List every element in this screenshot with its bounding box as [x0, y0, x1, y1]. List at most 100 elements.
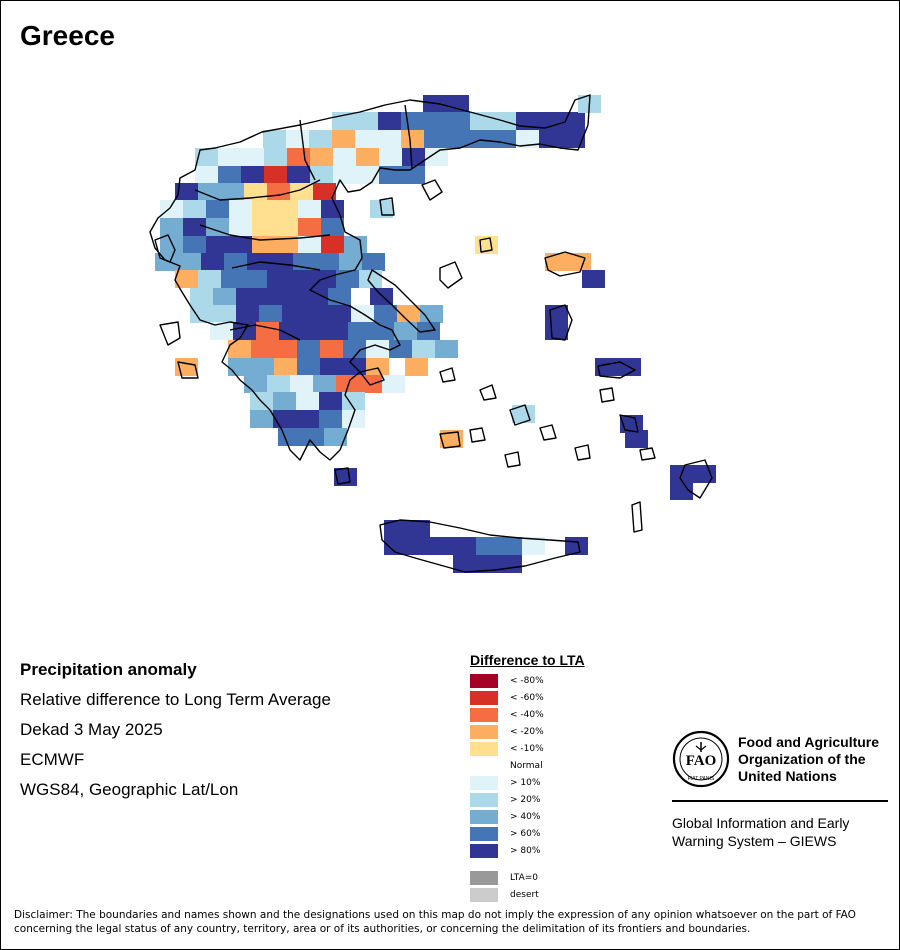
anomaly-cell [440, 430, 463, 448]
anomaly-cell [183, 218, 206, 236]
anomaly-cell [221, 183, 244, 201]
island-outline [574, 444, 591, 461]
anomaly-cell [287, 166, 310, 184]
anomaly-cell [493, 130, 516, 148]
fao-org-line: Food and Agriculture [738, 734, 880, 750]
anomaly-cell [305, 288, 328, 306]
anomaly-cell [522, 537, 545, 555]
legend-label: < -80% [510, 675, 544, 686]
legend-row: < -60% [470, 689, 585, 706]
legend-row: < -40% [470, 706, 585, 723]
anomaly-cell [259, 305, 282, 323]
info-subtitle: Relative difference to Long Term Average [20, 690, 331, 709]
anomaly-cell [545, 322, 568, 340]
anomaly-cell [539, 130, 562, 148]
island-outline [539, 424, 557, 441]
anomaly-cell [206, 236, 229, 254]
anomaly-cell [356, 148, 379, 166]
anomaly-cell [221, 270, 244, 288]
anomaly-cell [332, 130, 355, 148]
anomaly-cell [201, 253, 224, 271]
anomaly-cell [344, 236, 367, 254]
anomaly-cell [407, 537, 430, 555]
anomaly-cell [453, 537, 476, 555]
anomaly-cell [333, 148, 356, 166]
anomaly-cell [397, 305, 420, 323]
anomaly-cell [430, 537, 453, 555]
anomaly-cell [263, 130, 286, 148]
mainland-outline [149, 94, 591, 461]
legend-swatch [470, 690, 498, 705]
legend-label: > 60% [510, 828, 541, 839]
anomaly-cell [379, 148, 402, 166]
anomaly-cell [394, 322, 417, 340]
anomaly-cell [476, 555, 499, 573]
island-outline [359, 367, 385, 386]
anomaly-cell [384, 537, 407, 555]
anomaly-cell [298, 200, 321, 218]
anomaly-cell [270, 253, 293, 271]
region-boundary [229, 324, 301, 341]
anomaly-cell [435, 340, 458, 358]
island-outline [469, 427, 486, 443]
anomaly-cell [175, 183, 198, 201]
anomaly-cell [321, 200, 344, 218]
legend: Difference to LTA < -80% < -60% < -40% < -2… [470, 652, 585, 903]
anomaly-cell [213, 288, 236, 306]
anomaly-cell [402, 166, 425, 184]
samos-outline [597, 361, 636, 379]
anomaly-cell [259, 288, 282, 306]
anomaly-cell [355, 112, 378, 130]
anomaly-cell [278, 428, 301, 446]
anomaly-cell [160, 236, 183, 254]
anomaly-cell [389, 340, 412, 358]
anomaly-cell [175, 358, 198, 376]
rhodes-outline [679, 459, 713, 499]
legend-swatch [470, 809, 498, 824]
anomaly-cell [336, 270, 359, 288]
anomaly-cell [228, 340, 251, 358]
anomaly-cell [310, 166, 333, 184]
anomaly-cell [328, 305, 351, 323]
info-projection: WGS84, Geographic Lat/Lon [20, 780, 239, 799]
anomaly-cell [297, 340, 320, 358]
anomaly-cell [274, 358, 297, 376]
island-outline [439, 367, 456, 383]
anomaly-cell [298, 218, 321, 236]
fao-logo-letters: FAO [686, 753, 717, 769]
coastline-outlines [149, 94, 713, 573]
evia-outline [367, 269, 436, 333]
anomaly-cell [298, 236, 321, 254]
anomaly-cell [336, 375, 359, 393]
giews-line: Warning System – GIEWS [672, 833, 837, 849]
fao-logo-motto: FIAT PANIS [688, 776, 715, 782]
legend-classes: < -80% < -60% < -40% < -20% < -10% Normal > 10… [470, 672, 585, 859]
anomaly-cell [160, 200, 183, 218]
anomaly-cell [402, 148, 425, 166]
legend-swatch [470, 741, 498, 756]
corfu-outline [154, 234, 176, 263]
legend-swatch [470, 826, 498, 841]
anomaly-cell [539, 112, 562, 130]
anomaly-cell [339, 253, 362, 271]
anomaly-cell [275, 218, 298, 236]
legend-label: desert [510, 889, 539, 900]
info-model: ECMWF [20, 750, 85, 769]
info-period: Dekad 3 May 2025 [20, 720, 163, 739]
zakynthos-outline [177, 361, 199, 379]
anomaly-cell [250, 410, 273, 428]
anomaly-cell [693, 465, 716, 483]
info-heading: Precipitation anomaly [20, 660, 197, 679]
chios-outline [549, 304, 573, 341]
anomaly-cell [282, 305, 305, 323]
anomaly-cell [348, 322, 371, 340]
anomaly-cell [447, 130, 470, 148]
lemnos-outline [439, 261, 463, 289]
anomaly-cell [447, 112, 470, 130]
anomaly-cell [228, 358, 251, 376]
anomaly-cell [324, 428, 347, 446]
legend-row: Normal [470, 757, 585, 774]
anomaly-cell [273, 392, 296, 410]
legend-row: < -10% [470, 740, 585, 757]
island-outline [631, 501, 643, 533]
